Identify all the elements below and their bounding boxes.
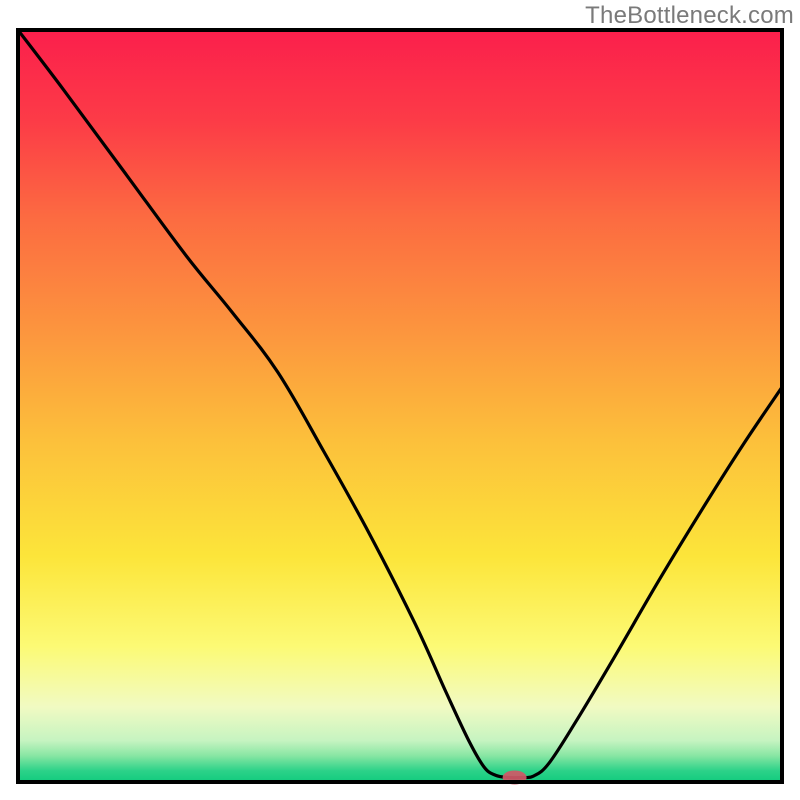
plot-background: [18, 30, 782, 782]
bottleneck-chart: [0, 0, 800, 800]
watermark-text: TheBottleneck.com: [585, 2, 794, 30]
